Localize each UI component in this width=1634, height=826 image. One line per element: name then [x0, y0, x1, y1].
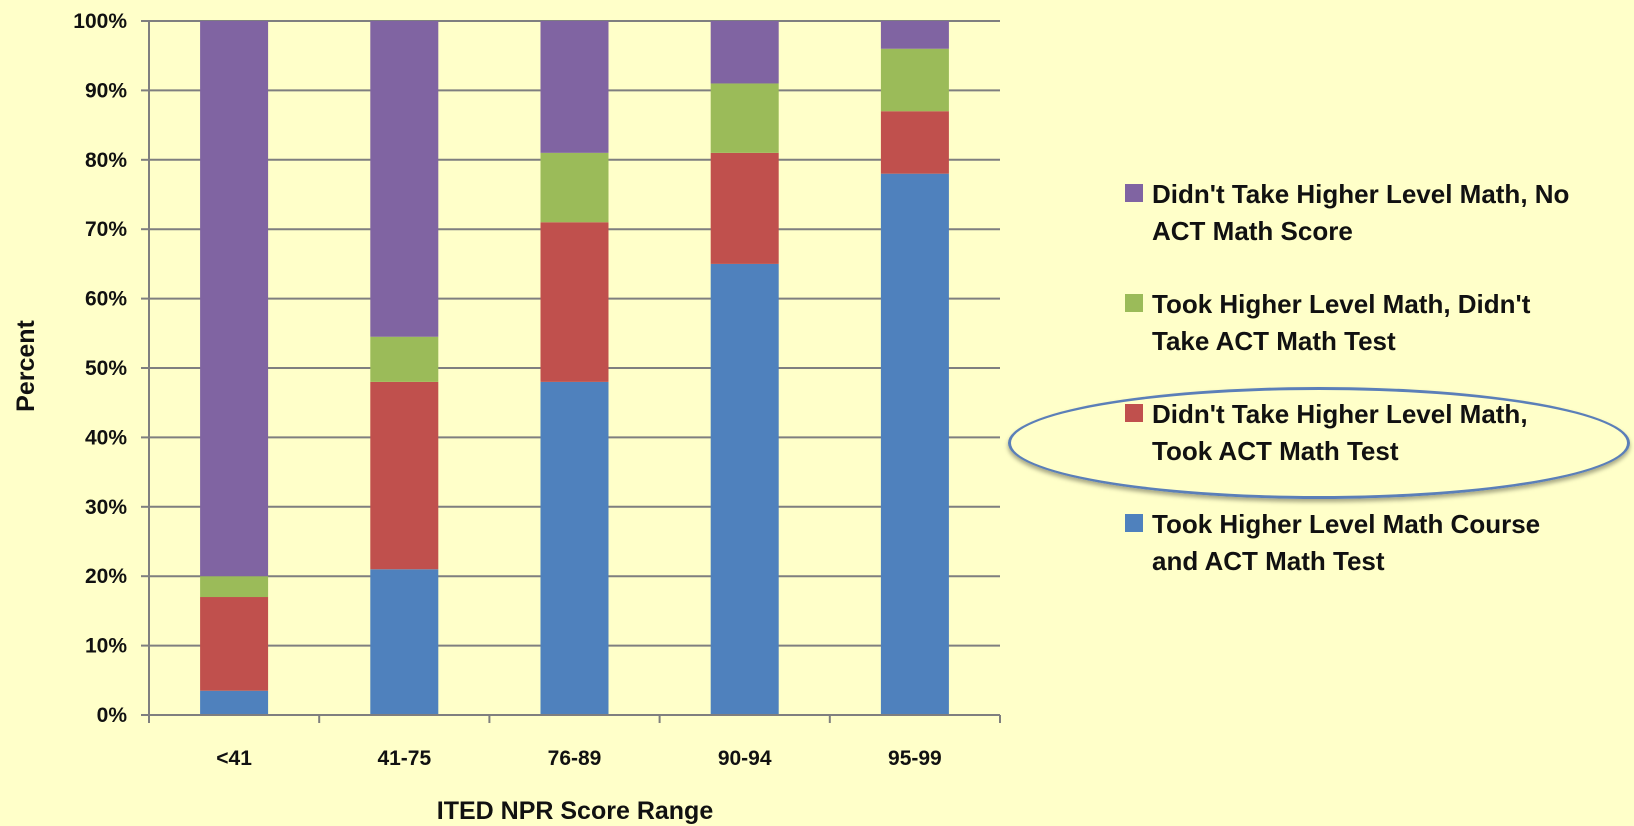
- y-tick-labels: 0% 10% 20% 30% 40% 50% 60% 70% 80% 90% 100%: [73, 10, 127, 727]
- x-tick-label: 76-89: [548, 747, 602, 770]
- legend-swatch: [1125, 404, 1143, 422]
- legend-label: Didn't Take Higher Level Math, No ACT Ma…: [1152, 179, 1570, 246]
- legend-swatch: [1125, 514, 1143, 532]
- legend-swatch: [1125, 184, 1143, 202]
- bar-segment: [880, 173, 949, 715]
- bars: [200, 21, 949, 715]
- y-tick-label: 10%: [85, 635, 127, 658]
- bar-segment: [540, 152, 609, 223]
- bar-segment: [200, 597, 269, 691]
- legend-item: Didn't Take Higher Level Math, No ACT Ma…: [1125, 176, 1595, 250]
- legend-label: Didn't Take Higher Level Math, Took ACT …: [1152, 399, 1528, 466]
- bar-segment: [880, 21, 949, 49]
- y-tick-label: 100%: [73, 10, 127, 33]
- bar-segment: [370, 21, 439, 337]
- x-tick-label: 41-75: [377, 747, 431, 770]
- bar-segment: [710, 21, 779, 84]
- legend-swatch: [1125, 294, 1143, 312]
- bar-segment: [200, 21, 269, 577]
- y-tick-label: 20%: [85, 565, 127, 588]
- y-tick-label: 80%: [85, 149, 127, 172]
- bar-segment: [880, 48, 949, 112]
- bar-segment: [880, 111, 949, 174]
- legend-label: Took Higher Level Math, Didn't Take ACT …: [1152, 289, 1531, 356]
- bar-segment: [370, 569, 439, 715]
- y-tick-label: 30%: [85, 496, 127, 519]
- bar-segment: [540, 222, 609, 382]
- bar-segment: [200, 576, 269, 598]
- bar-segment: [370, 336, 439, 382]
- x-tick-label: <41: [216, 747, 252, 770]
- bar-segment: [200, 690, 269, 715]
- legend: Didn't Take Higher Level Math, No ACT Ma…: [1125, 176, 1595, 616]
- bar-segment: [540, 21, 609, 153]
- y-axis-title: Percent: [12, 319, 40, 411]
- legend-label: Took Higher Level Math Course and ACT Ma…: [1152, 509, 1541, 576]
- legend-item: Didn't Take Higher Level Math, Took ACT …: [1125, 396, 1595, 470]
- y-tick-label: 50%: [85, 357, 127, 380]
- x-tick-label: 90-94: [718, 747, 772, 770]
- x-axis-title: ITED NPR Score Range: [437, 797, 714, 825]
- bar-segment: [710, 83, 779, 153]
- legend-item: Took Higher Level Math, Didn't Take ACT …: [1125, 286, 1595, 360]
- y-tick-label: 70%: [85, 218, 127, 241]
- y-tick-label: 40%: [85, 426, 127, 449]
- y-tick-label: 90%: [85, 79, 127, 102]
- y-tick-label: 0%: [97, 704, 128, 727]
- x-tick-labels: <41 41-75 76-89 90-94 95-99: [216, 747, 941, 770]
- legend-item: Took Higher Level Math Course and ACT Ma…: [1125, 506, 1595, 580]
- bar-segment: [710, 263, 779, 715]
- x-tick-label: 95-99: [888, 747, 942, 770]
- bar-segment: [710, 152, 779, 264]
- bar-segment: [370, 381, 439, 570]
- axes: [148, 21, 1001, 723]
- y-tick-label: 60%: [85, 288, 127, 311]
- bar-segment: [540, 381, 609, 715]
